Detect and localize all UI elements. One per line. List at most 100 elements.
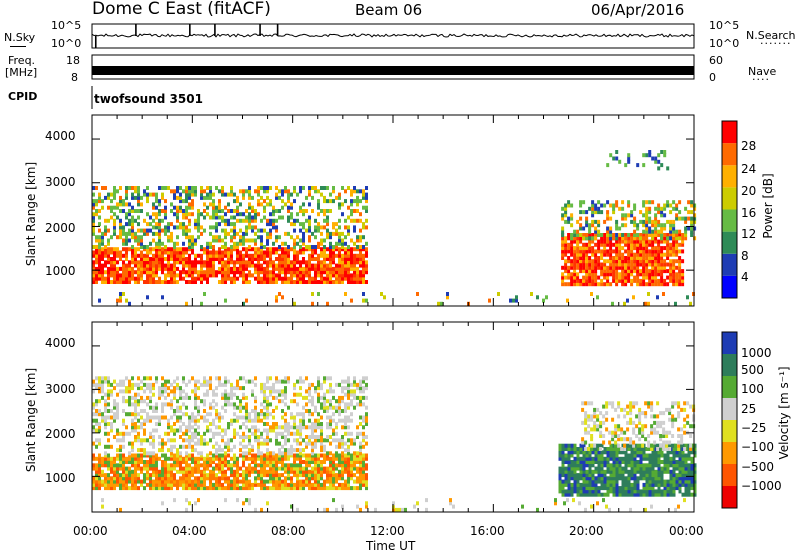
power-cell [362,270,365,275]
velocity-cell [245,395,248,400]
velocity-cell [134,405,137,410]
power-cell [335,263,338,268]
power-cell [158,266,161,271]
velocity-cell [197,479,200,484]
power-cell [618,265,622,270]
velocity-cell [314,386,317,391]
power-cell [317,222,320,227]
velocity-cell [122,395,125,400]
power-cell [269,199,272,204]
power-cell [320,260,323,265]
power-cell [188,218,191,223]
power-cell [284,241,287,246]
velocity-cell [245,418,248,423]
velocity-cell [209,428,212,433]
power-cell [573,272,577,277]
velocity-cell [155,486,158,491]
power-cell [248,218,251,223]
power-cell [663,233,667,237]
velocity-cell [293,469,296,474]
velocity-cell [245,425,248,430]
velocity-cell [287,486,290,491]
velocity-cell [197,463,200,468]
velocity-cell [564,456,568,461]
velocity-cell [212,476,215,481]
power-cell [206,247,209,252]
power-cell [110,192,113,197]
velocity-cell [206,466,209,471]
velocity-cell [663,460,667,464]
velocity-cell [239,415,242,420]
power-cell [158,247,161,252]
velocity-cell [137,392,140,397]
velocity-cell [287,482,290,487]
velocity-cell [140,438,143,443]
power-cell [125,212,128,217]
velocity-cell [299,469,302,474]
velocity-cell [188,476,191,481]
power-cell [317,189,320,194]
velocity-cell [116,412,119,417]
power-cell [579,200,583,205]
power-cell [603,239,607,244]
power-cell [323,250,326,255]
power-cell [651,246,655,251]
power-cell [158,280,161,284]
power-cell [158,202,161,207]
power-cell [341,202,344,207]
power-cell [326,273,329,278]
power-cell [119,295,122,300]
power-cell [209,231,212,236]
velocity-cell [323,395,326,400]
power-cell [236,205,239,210]
power-cell [113,273,116,278]
velocity-cell [224,431,227,436]
power-cell [284,280,287,284]
power-cell [654,246,658,251]
power-cell [630,282,634,287]
velocity-cell [636,492,640,497]
velocity-cell [170,444,173,449]
velocity-cell [236,476,239,481]
velocity-cell [131,428,134,433]
velocity-cell [134,415,137,420]
power-cell [588,259,592,264]
power-cell [645,265,649,270]
power-cell [209,195,212,200]
velocity-cell [152,382,155,387]
velocity-cell [95,466,98,471]
velocity-cell [359,482,362,487]
power-cell [311,195,314,200]
power-cell [308,238,311,243]
power-cell [645,223,649,228]
velocity-cell [302,405,305,410]
power-cell [185,273,188,278]
power-cell [236,247,239,252]
power-cell [365,270,368,275]
velocity-cell [642,469,646,474]
velocity-cell [576,456,580,461]
power-cell [161,241,164,246]
velocity-cell [269,473,272,478]
power-cell [654,219,658,224]
velocity-cell [260,476,263,481]
power-cell [347,263,350,268]
velocity-cell [203,473,206,478]
power-cell [272,250,275,255]
velocity-cell [230,382,233,387]
power-cell [242,241,245,246]
velocity-cell [329,460,332,464]
velocity-cell [347,451,350,456]
velocity-cell [356,382,359,387]
velocity-cell [296,438,299,443]
power-cell [567,272,571,277]
power-cell [263,260,266,265]
velocity-cell [254,431,257,436]
power-cell [615,150,619,154]
velocity-cell [609,447,613,451]
power-cell [305,263,308,268]
velocity-cell [215,486,218,491]
power-cell [209,202,212,207]
velocity-cell [573,479,577,484]
nsky-tick-bottom: 10^0 [51,37,82,50]
